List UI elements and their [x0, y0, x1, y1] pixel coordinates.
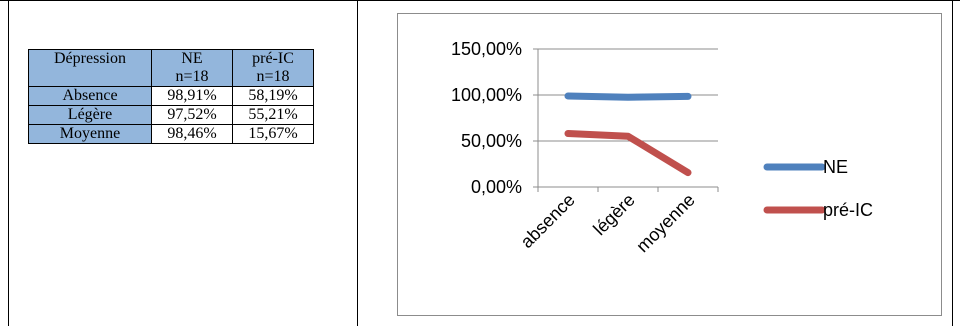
- series-line-ne: [564, 92, 692, 101]
- cell-ne: 98,46%: [151, 124, 233, 144]
- right-border: [952, 0, 953, 326]
- header-label: NE: [181, 50, 203, 67]
- cell-ne: 97,52%: [151, 105, 233, 125]
- header-preic: pré-IC n=18: [232, 49, 314, 87]
- cell-preic: 15,67%: [232, 124, 314, 144]
- depression-table: Dépression NE n=18 pré-IC n=18 Absence 9…: [28, 49, 314, 144]
- table-row: Légère 97,52% 55,21%: [28, 105, 314, 125]
- y-tick-label: 50,00%: [461, 131, 522, 151]
- left-border: [8, 0, 9, 326]
- line-chart: 0,00% 50,00% 100,00% 150,00% absence légèremo…: [451, 39, 873, 257]
- table-row: Absence 98,91% 58,19%: [28, 86, 314, 106]
- x-category-label: moyenne: [632, 190, 699, 257]
- header-label: Dépression: [54, 50, 126, 67]
- y-tick-label: 100,00%: [451, 85, 522, 105]
- row-label: Absence: [28, 86, 152, 106]
- header-depression: Dépression: [28, 49, 152, 87]
- table-header-row: Dépression NE n=18 pré-IC n=18: [28, 49, 314, 87]
- series-line-preic: [564, 129, 692, 177]
- chart-area: [397, 13, 942, 316]
- header-sample-size: n=18: [175, 68, 209, 85]
- header-label: pré-IC: [252, 50, 294, 67]
- row-label: Moyenne: [28, 124, 152, 144]
- y-tick-label: 150,00%: [451, 39, 522, 59]
- cell-preic: 58,19%: [232, 86, 314, 106]
- x-category-label: légère: [589, 190, 639, 240]
- row-label: Légère: [28, 105, 152, 125]
- legend-label: pré-IC: [823, 200, 873, 220]
- top-border: [0, 0, 960, 1]
- header-ne: NE n=18: [151, 49, 233, 87]
- y-tick-label: 0,00%: [471, 177, 522, 197]
- x-category-label: absence: [517, 190, 579, 252]
- cell-ne: 98,91%: [151, 86, 233, 106]
- cell-preic: 55,21%: [232, 105, 314, 125]
- legend-label: NE: [823, 157, 848, 177]
- header-sample-size: n=18: [256, 68, 290, 85]
- table-row: Moyenne 98,46% 15,67%: [28, 124, 314, 144]
- column-divider: [357, 0, 358, 326]
